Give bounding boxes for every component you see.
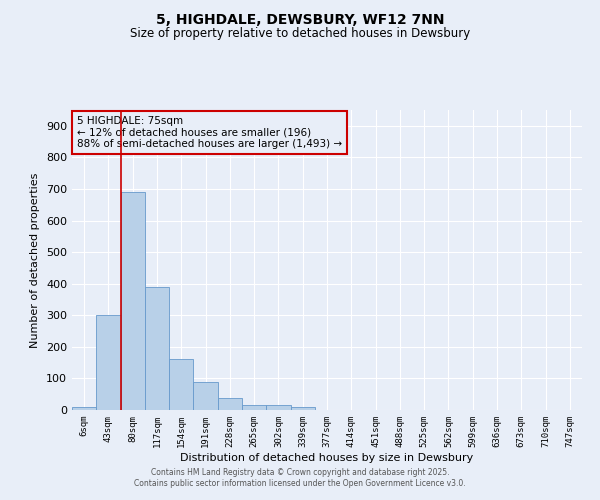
Text: 5, HIGHDALE, DEWSBURY, WF12 7NN: 5, HIGHDALE, DEWSBURY, WF12 7NN — [156, 12, 444, 26]
Bar — [242, 404, 266, 410]
X-axis label: Distribution of detached houses by size in Dewsbury: Distribution of detached houses by size … — [181, 452, 473, 462]
Y-axis label: Number of detached properties: Number of detached properties — [31, 172, 40, 348]
Text: Size of property relative to detached houses in Dewsbury: Size of property relative to detached ho… — [130, 28, 470, 40]
Text: Contains HM Land Registry data © Crown copyright and database right 2025.
Contai: Contains HM Land Registry data © Crown c… — [134, 468, 466, 487]
Bar — [266, 406, 290, 410]
Bar — [193, 382, 218, 410]
Bar — [218, 398, 242, 410]
Text: 5 HIGHDALE: 75sqm
← 12% of detached houses are smaller (196)
88% of semi-detache: 5 HIGHDALE: 75sqm ← 12% of detached hous… — [77, 116, 342, 149]
Bar — [121, 192, 145, 410]
Bar — [145, 287, 169, 410]
Bar — [96, 316, 121, 410]
Bar — [290, 407, 315, 410]
Bar — [72, 408, 96, 410]
Bar — [169, 360, 193, 410]
